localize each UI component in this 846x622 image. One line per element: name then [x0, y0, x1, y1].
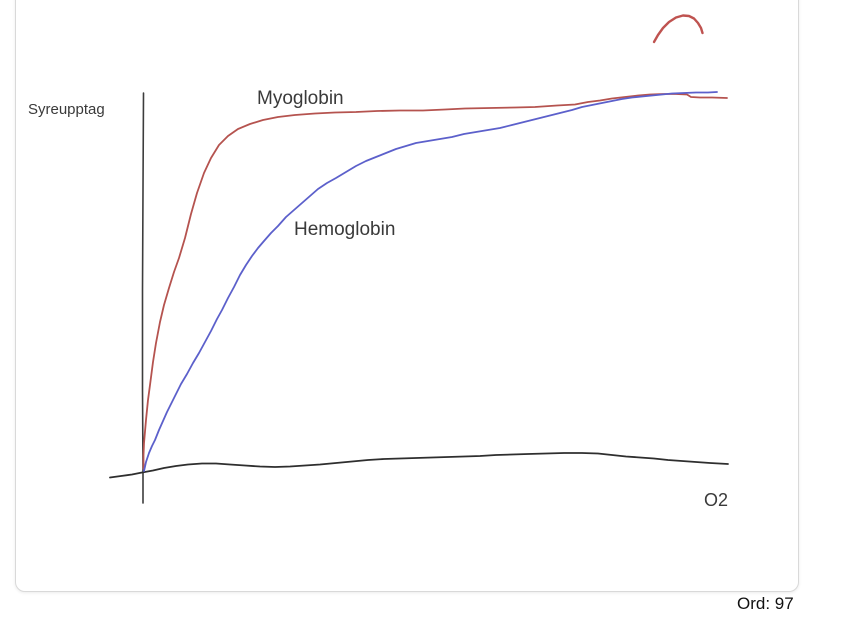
y-axis-label: Syreupptag — [28, 101, 105, 118]
drawing-canvas[interactable] — [15, 0, 799, 592]
myoglobin-series-label: Myoglobin — [257, 88, 344, 109]
hemoglobin-series-label: Hemoglobin — [294, 219, 396, 240]
x-axis-label: O2 — [704, 490, 729, 510]
word-count-indicator: Ord: 97 — [737, 594, 794, 613]
